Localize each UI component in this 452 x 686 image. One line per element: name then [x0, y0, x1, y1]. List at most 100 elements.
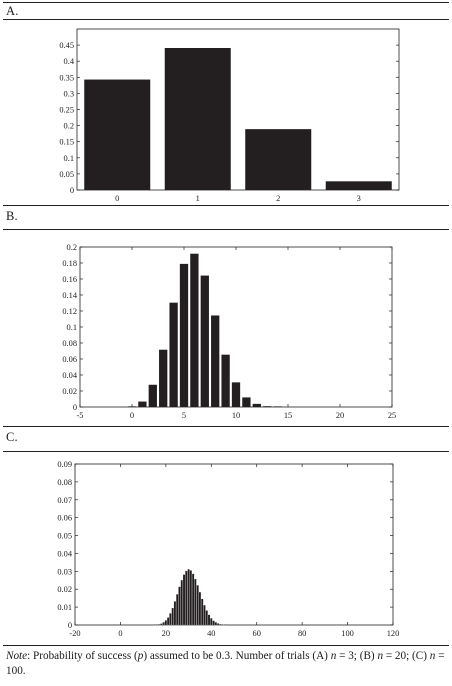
chart-c: 0 0.01 0.02 0.03 0.04 0.05 0.06 0.07 0.08 0.09 -20… [57, 460, 399, 638]
bar [196, 585, 199, 626]
note-text-2: ) assumed to be 0.3. Number of trials (A… [143, 650, 331, 662]
y-tick-label: 0.4 [64, 57, 75, 66]
panel-c-label: C. [6, 430, 18, 444]
chart-a: 0 0.05 0.1 0.15 0.2 0.25 0.3 0.35 0.4 0.45 0 1 2 3 [59, 28, 400, 203]
note-text-3: = 3; (B) [336, 650, 378, 662]
chart-b: 0 0.02 0.04 0.06 0.08 0.1 0.12 0.14 0.16 0.18 0.2 -… [62, 243, 396, 420]
y-tick-label: 0.16 [62, 275, 77, 284]
bar [219, 624, 222, 626]
y-tick-label: 0.12 [62, 307, 77, 316]
panel-a-rule [3, 19, 449, 20]
y-tick-label: 0.1 [67, 323, 77, 332]
bar [212, 620, 215, 626]
bar [169, 302, 178, 407]
x-tick-label: -20 [69, 629, 80, 638]
note-text-1: : Probability of success ( [27, 650, 138, 662]
bar [153, 624, 156, 626]
figure-note: Note: Probability of success (p) assumed… [6, 649, 446, 679]
x-tick-label: 15 [284, 411, 292, 420]
bar [178, 586, 181, 626]
bar [155, 624, 158, 626]
bar [179, 263, 189, 407]
note-prefix: Note [6, 650, 28, 662]
panel-b-rule [3, 229, 449, 230]
bar [216, 623, 220, 626]
x-tick-label: -5 [77, 411, 84, 420]
y-tick-label: 0.06 [57, 514, 72, 523]
note-n1: n [330, 650, 337, 662]
y-tick-label: 0 [68, 621, 72, 630]
panel-b-label: B. [6, 209, 18, 223]
y-tick-label: 0.18 [62, 259, 77, 268]
bar [84, 79, 151, 190]
note-text-5: = 100. [6, 650, 445, 677]
y-tick-label: 0.06 [62, 355, 77, 364]
y-tick-label: 0.04 [57, 549, 72, 558]
y-tick-label: 0.07 [57, 496, 72, 505]
bar [160, 623, 163, 626]
y-tick-label: 0.03 [57, 567, 72, 576]
y-tick-label: 0.3 [64, 89, 74, 98]
bar [245, 129, 312, 190]
bar [190, 253, 199, 407]
bar [176, 594, 179, 626]
plot-frame [74, 463, 394, 626]
top-rule [3, 2, 449, 3]
x-tick-label: 1 [196, 194, 200, 203]
bar [162, 622, 165, 626]
bar [138, 401, 147, 407]
bar [273, 406, 282, 407]
bar [200, 275, 209, 407]
x-tick-label: 3 [357, 194, 361, 203]
bar [214, 622, 217, 626]
y-tick-label: 0.1 [64, 154, 74, 163]
x-tick-label: 100 [341, 629, 354, 638]
bar [192, 573, 195, 626]
y-tick-label: 0.14 [62, 291, 77, 300]
x-tick-label: 0 [118, 629, 122, 638]
x-tick-label: 60 [253, 629, 261, 638]
y-tick-label: 0.02 [57, 585, 72, 594]
x-tick-label: 40 [207, 629, 215, 638]
bar [198, 592, 202, 626]
note-n3: n [429, 650, 436, 662]
bar [171, 607, 174, 626]
y-tick-label: 0.35 [59, 73, 74, 82]
bar [252, 403, 261, 407]
x-tick-label: 2 [276, 194, 280, 203]
bar [205, 610, 208, 626]
panel-c-rule [3, 451, 449, 452]
x-tick-label: 25 [388, 411, 396, 420]
bar [201, 598, 204, 626]
bar [211, 315, 220, 407]
bar [203, 605, 206, 626]
bar [159, 349, 168, 407]
bar [189, 570, 192, 626]
bar [325, 181, 392, 190]
y-tick-label: 0.05 [57, 532, 72, 541]
bar [223, 624, 227, 626]
bar [173, 601, 177, 626]
y-tick-label: 0.09 [57, 460, 72, 469]
panel-a-label: A. [6, 4, 19, 18]
bar [157, 624, 161, 626]
bar [221, 354, 230, 407]
bar [185, 570, 188, 626]
note-p: p [137, 650, 144, 662]
y-tick-label: 0.01 [57, 603, 72, 612]
panel-b-top-rule [3, 205, 449, 206]
x-tick-label: 80 [298, 629, 306, 638]
y-tick-label: 0.2 [67, 243, 77, 252]
y-tick-label: 0.25 [59, 106, 74, 115]
x-tick-label: 5 [182, 411, 186, 420]
x-tick-label: 20 [162, 629, 170, 638]
panel-c-top-rule [3, 426, 449, 427]
bar [263, 406, 272, 407]
bar [164, 47, 231, 190]
bar [148, 384, 157, 407]
bar [180, 580, 183, 626]
x-tick-label: 10 [232, 411, 240, 420]
y-tick-label: 0.05 [59, 170, 74, 179]
x-tick-label: 0 [115, 194, 119, 203]
x-tick-label: 20 [336, 411, 344, 420]
